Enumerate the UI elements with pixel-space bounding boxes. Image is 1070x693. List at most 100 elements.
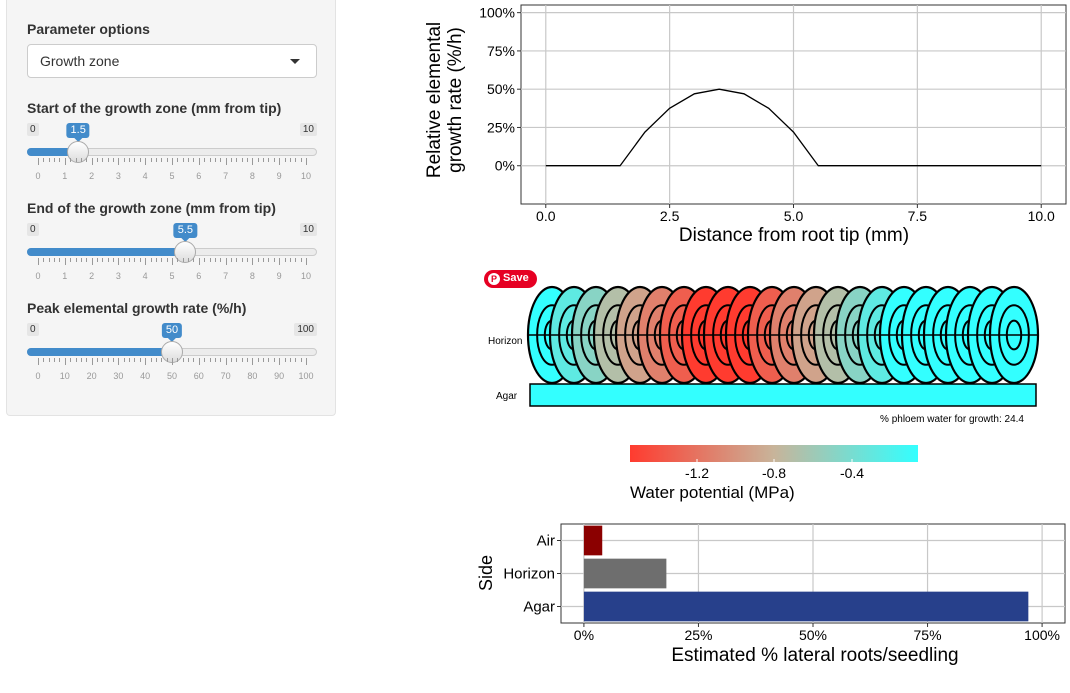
slider-minor-tick [129,258,131,262]
slider-minor-tick [177,158,179,162]
x-tick-label: 50% [799,627,827,643]
slider-minor-tick [220,258,222,262]
slider-minor-tick [43,258,45,262]
slider-minor-tick [113,358,115,362]
slider-tick [172,258,173,265]
slider-minor-tick [75,158,77,162]
slider-tick-label: 3 [115,171,121,181]
slider-minor-tick [236,158,238,162]
slider-minor-tick [161,358,163,362]
slider-tick [225,158,227,165]
slider-tick [279,158,281,165]
slider-minor-tick [177,358,179,362]
pinterest-save-button[interactable]: P Save [484,270,537,288]
slider-minor-tick [273,158,275,162]
slider-minor-tick [86,258,88,262]
y-axis-label-line2: growth rate (%/h) [445,27,466,173]
slider-label: Peak elemental growth rate (%/h) [27,300,247,316]
slider-tick-label: 3 [115,271,121,281]
pinterest-icon: P [488,273,500,285]
slider-min-label: 0 [27,323,39,336]
colorbar-tick-label: -1.2 [685,465,709,481]
x-tick-label: 2.5 [660,208,680,224]
slider-minor-tick [193,158,195,162]
slider-minor-tick [70,258,72,262]
slider-minor-tick [113,158,115,162]
slider-tick-label: 7 [223,171,229,181]
start-growth-zone-slider[interactable]: Start of the growth zone (mm from tip) 0… [27,100,317,190]
slider-max-label: 10 [299,123,317,136]
slider-tick [279,358,281,365]
parameter-panel: Parameter options Growth zone Start of t… [6,0,336,416]
panel-title: Parameter options [27,21,150,37]
slider-max-label: 100 [294,323,317,336]
slider-tick-label: 9 [276,271,282,281]
root-water-potential-diagram: Horizon Agar % phloem water for growth: … [488,285,1040,502]
slider-minor-tick [48,358,50,362]
slider-tick-label: 20 [86,371,97,381]
agar-label: Agar [496,391,518,402]
slider-tick [64,358,66,365]
slider-minor-tick [48,158,50,162]
parameter-select-value: Growth zone [40,53,120,69]
slider-minor-tick [102,258,104,262]
slider-handle[interactable] [67,141,90,163]
axis-ticks: 0.0 2.5 5.0 7.5 10.0 0% 25% 50% 75% 100% [479,5,1055,224]
slider-minor-tick [188,158,190,162]
bar-agar [583,591,1029,622]
growth-rate-chart: 0.0 2.5 5.0 7.5 10.0 0% 25% 50% 75% 100% Relative… [424,4,1067,246]
slider-tick-label: 8 [249,271,255,281]
slider-tick-label: 80 [247,371,258,381]
slider-tick [252,158,254,165]
peak-growth-rate-slider[interactable]: Peak elemental growth rate (%/h) 0 100 5… [27,300,317,390]
axis-ticks: 0% 25% 50% 75% 100% Air Horizon Agar [503,533,1060,644]
slider-minor-tick [284,258,286,262]
slider-minor-tick [273,358,275,362]
slider-tick [118,158,120,165]
slider-minor-tick [214,158,216,162]
slider-tick [91,258,93,265]
chevron-down-icon [290,59,300,64]
slider-minor-tick [150,258,152,262]
slider-minor-tick [214,258,216,262]
slider-minor-tick [123,358,125,362]
slider-minor-tick [134,158,136,162]
x-tick-label: 10.0 [1028,208,1055,224]
bar-air [583,525,603,556]
slider-tick [198,158,200,165]
phloem-note: % phloem water for growth: 24.4 [880,414,1024,425]
slider-minor-tick [70,358,72,362]
end-growth-zone-slider[interactable]: End of the growth zone (mm from tip) 0 1… [27,200,317,290]
slider-tick-label: 6 [196,171,202,181]
slider-tick-label: 5 [169,171,175,181]
slider-minor-tick [113,258,115,262]
slider-minor-tick [182,358,184,362]
parameter-select[interactable]: Growth zone [27,44,317,78]
slider-minor-tick [59,158,61,162]
slider-min-label: 0 [27,223,39,236]
slider-minor-tick [96,158,98,162]
slider-tick [145,158,147,165]
slider-tick [306,358,307,365]
slider-minor-tick [54,258,56,262]
slider-tick [64,158,66,165]
slider-minor-tick [59,358,61,362]
slider-minor-tick [166,158,168,162]
slider-minor-tick [70,158,72,162]
slider-tick [91,158,93,165]
x-tick-label: 0.0 [536,208,556,224]
slider-value-bubble: 1.5 [66,123,90,142]
water-potential-colorbar [630,445,918,462]
slider-minor-tick [230,158,232,162]
slider-minor-tick [263,358,265,362]
slider-minor-tick [155,258,157,262]
slider-tick-label: 30 [113,371,124,381]
slider-minor-tick [134,258,136,262]
slider-handle[interactable] [174,241,197,263]
slider-minor-tick [241,358,243,362]
y-tick-label: Horizon [503,566,555,583]
slider-tick-label: 40 [140,371,151,381]
slider-minor-tick [43,158,45,162]
slider-minor-tick [177,258,179,262]
slider-minor-tick [188,358,190,362]
